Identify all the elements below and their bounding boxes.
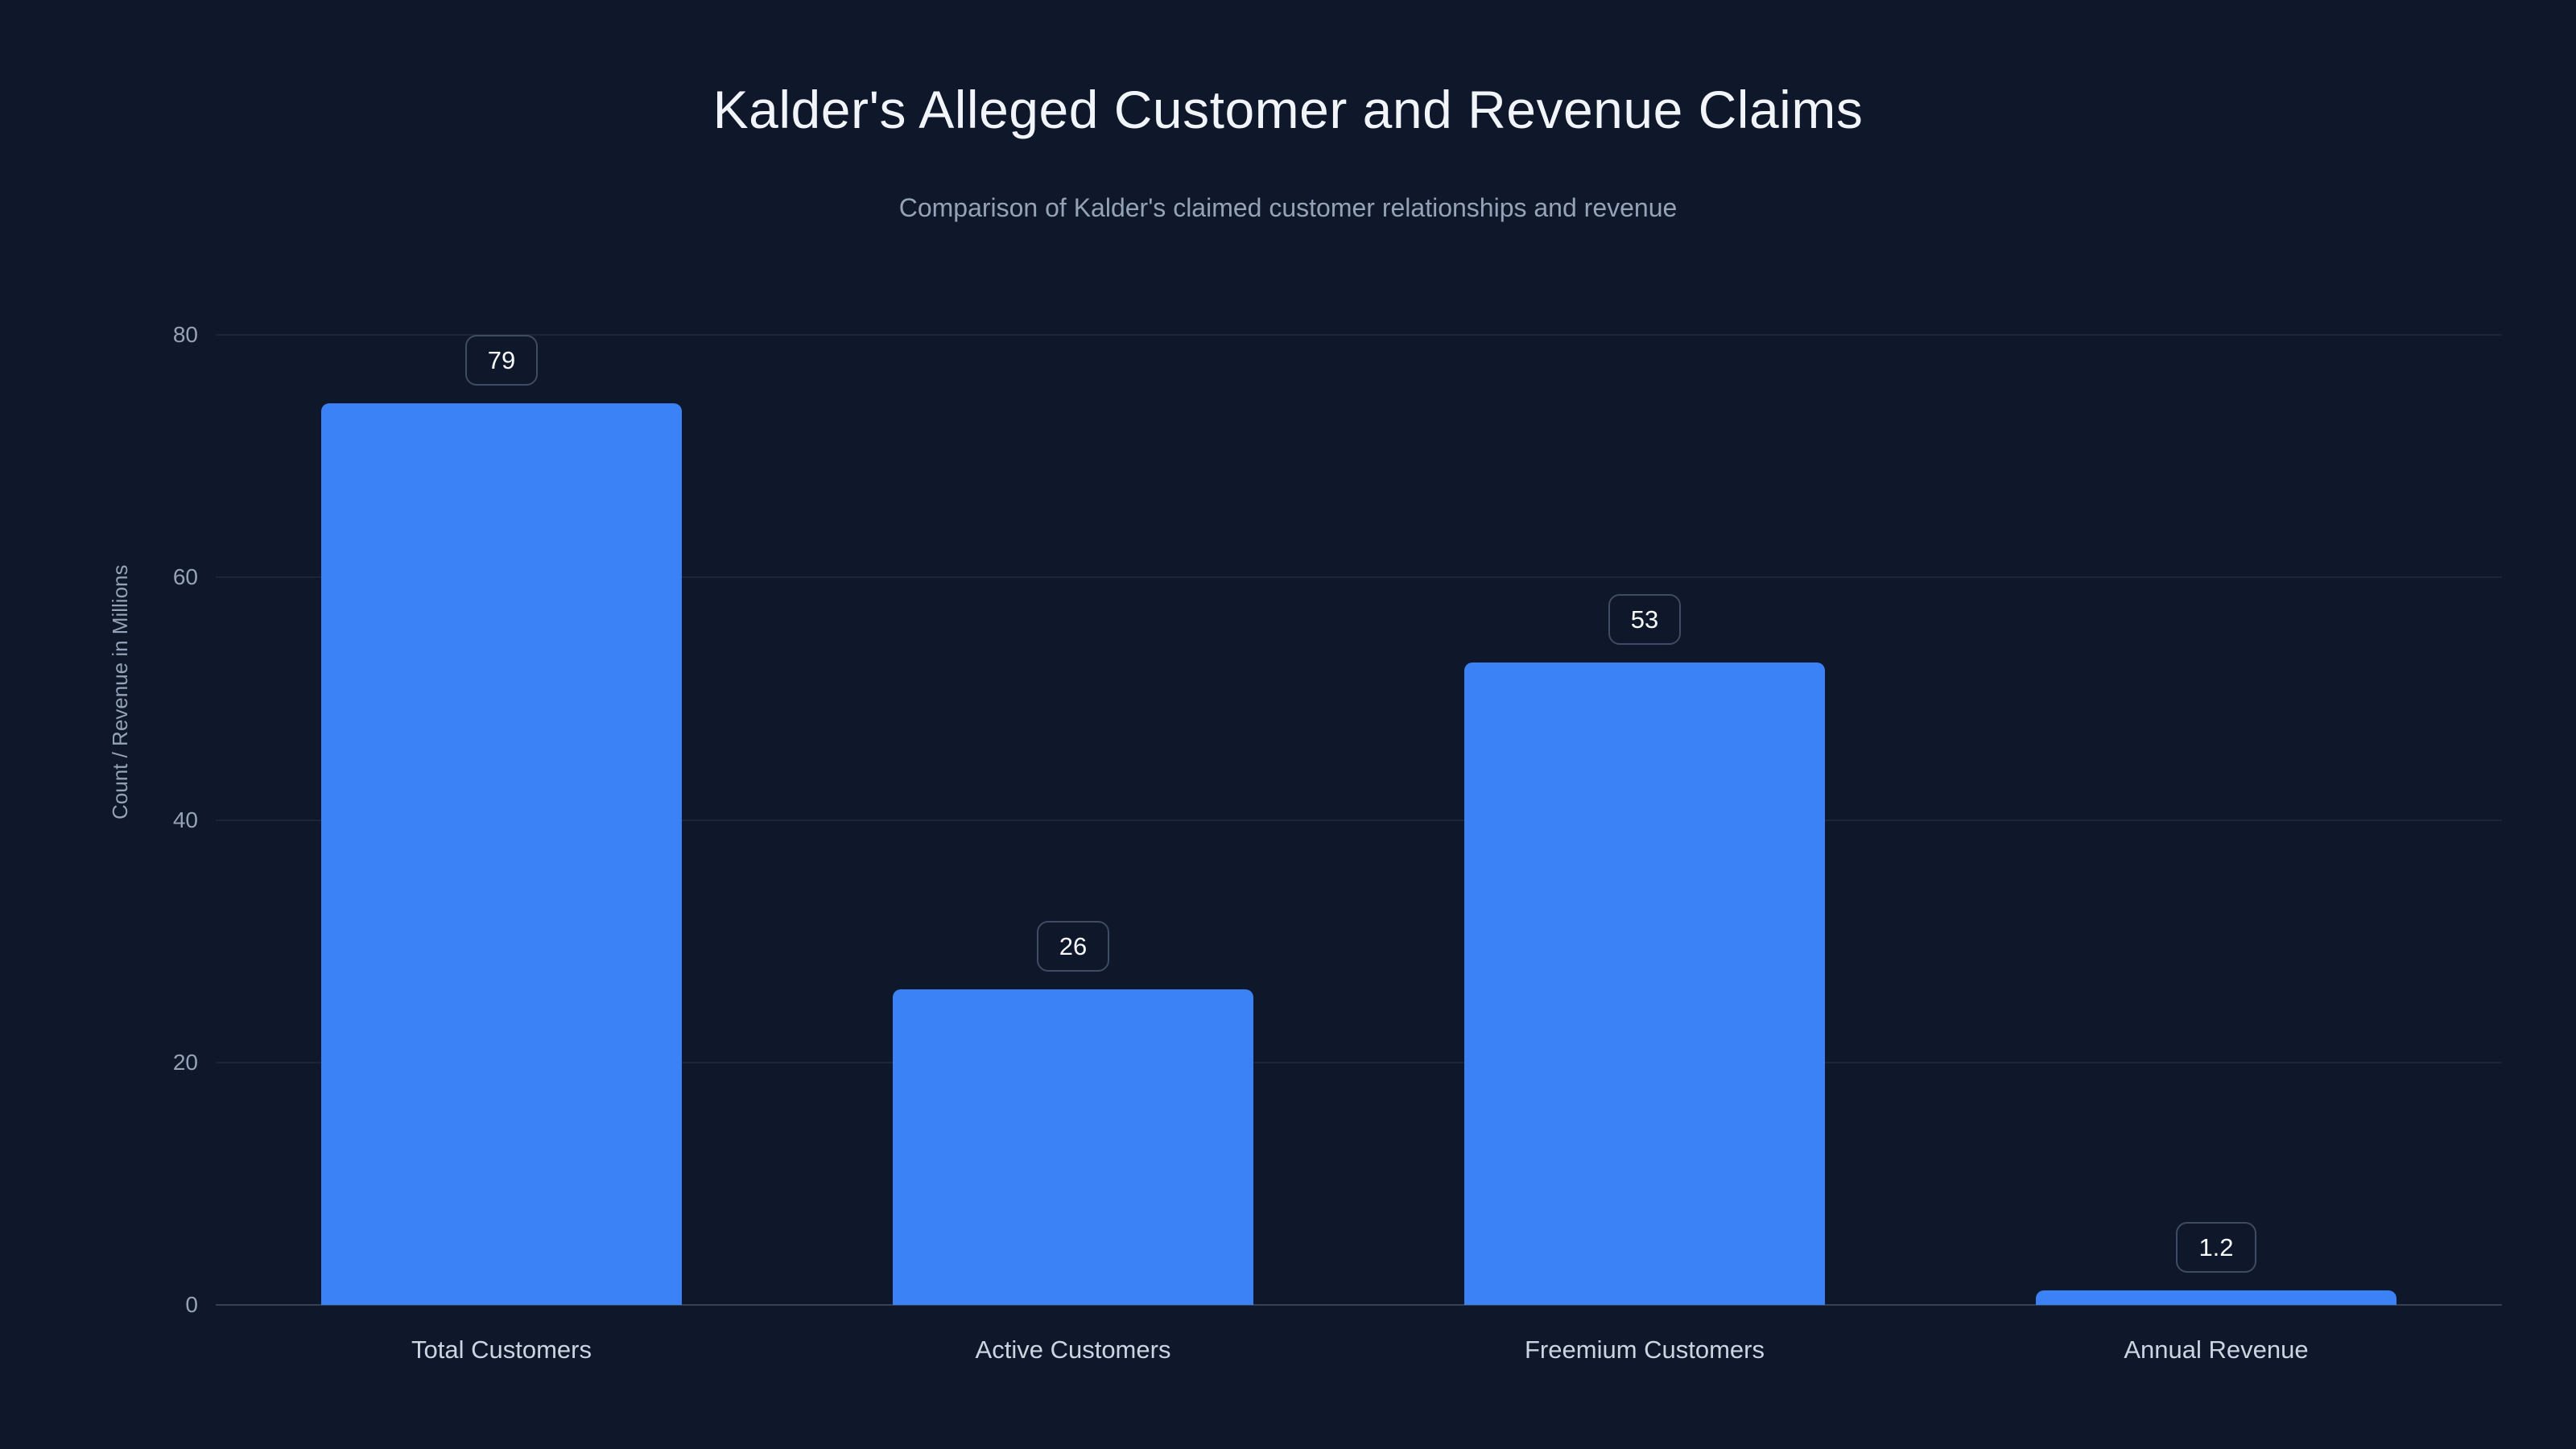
y-tick-label: 0 <box>185 1292 198 1317</box>
x-axis-line <box>216 1304 2502 1306</box>
y-tick-label: 20 <box>172 1049 198 1075</box>
bar[interactable] <box>893 989 1253 1305</box>
bar[interactable] <box>1464 662 1825 1305</box>
x-axis-label: Freemium Customers <box>1525 1335 1765 1364</box>
plot-area: 79 26 53 1.2 Total Customers Active Customer… <box>173 324 2502 1364</box>
gridline <box>216 819 2502 821</box>
bar-group: 79 <box>216 335 787 1305</box>
bars-row: 79 26 53 1.2 <box>216 335 2502 1305</box>
chart-title: Kalder's Alleged Customer and Revenue Cl… <box>712 80 1864 139</box>
y-axis-title: Count / Revenue in Millions <box>108 564 132 820</box>
value-label: 26 <box>1036 921 1110 972</box>
value-label: 53 <box>1608 593 1682 645</box>
x-labels-row: Total Customers Active Customers Freemium … <box>216 1335 2502 1364</box>
bar[interactable] <box>321 403 682 1305</box>
value-label: 1.2 <box>2176 1221 2256 1273</box>
x-axis-label: Annual Revenue <box>2124 1335 2309 1364</box>
gridline <box>216 576 2502 579</box>
bar[interactable] <box>2036 1290 2396 1305</box>
bar-group: 53 <box>1359 335 1930 1305</box>
bar-group: 26 <box>787 335 1359 1305</box>
bar-group: 1.2 <box>1930 335 2502 1305</box>
y-tick-label: 60 <box>172 564 198 590</box>
x-axis-label: Total Customers <box>411 1335 592 1364</box>
x-axis-label: Active Customers <box>975 1335 1171 1364</box>
chart-subtitle: Comparison of Kalder's claimed customer … <box>898 193 1678 222</box>
gridline <box>216 1061 2502 1063</box>
gridline <box>216 334 2502 336</box>
y-tick-label: 80 <box>172 322 198 347</box>
chart-area: 79 26 53 1.2 Total Customers Active Customer… <box>173 324 2502 1364</box>
y-tick-label: 40 <box>172 807 198 832</box>
value-label: 79 <box>464 335 539 386</box>
